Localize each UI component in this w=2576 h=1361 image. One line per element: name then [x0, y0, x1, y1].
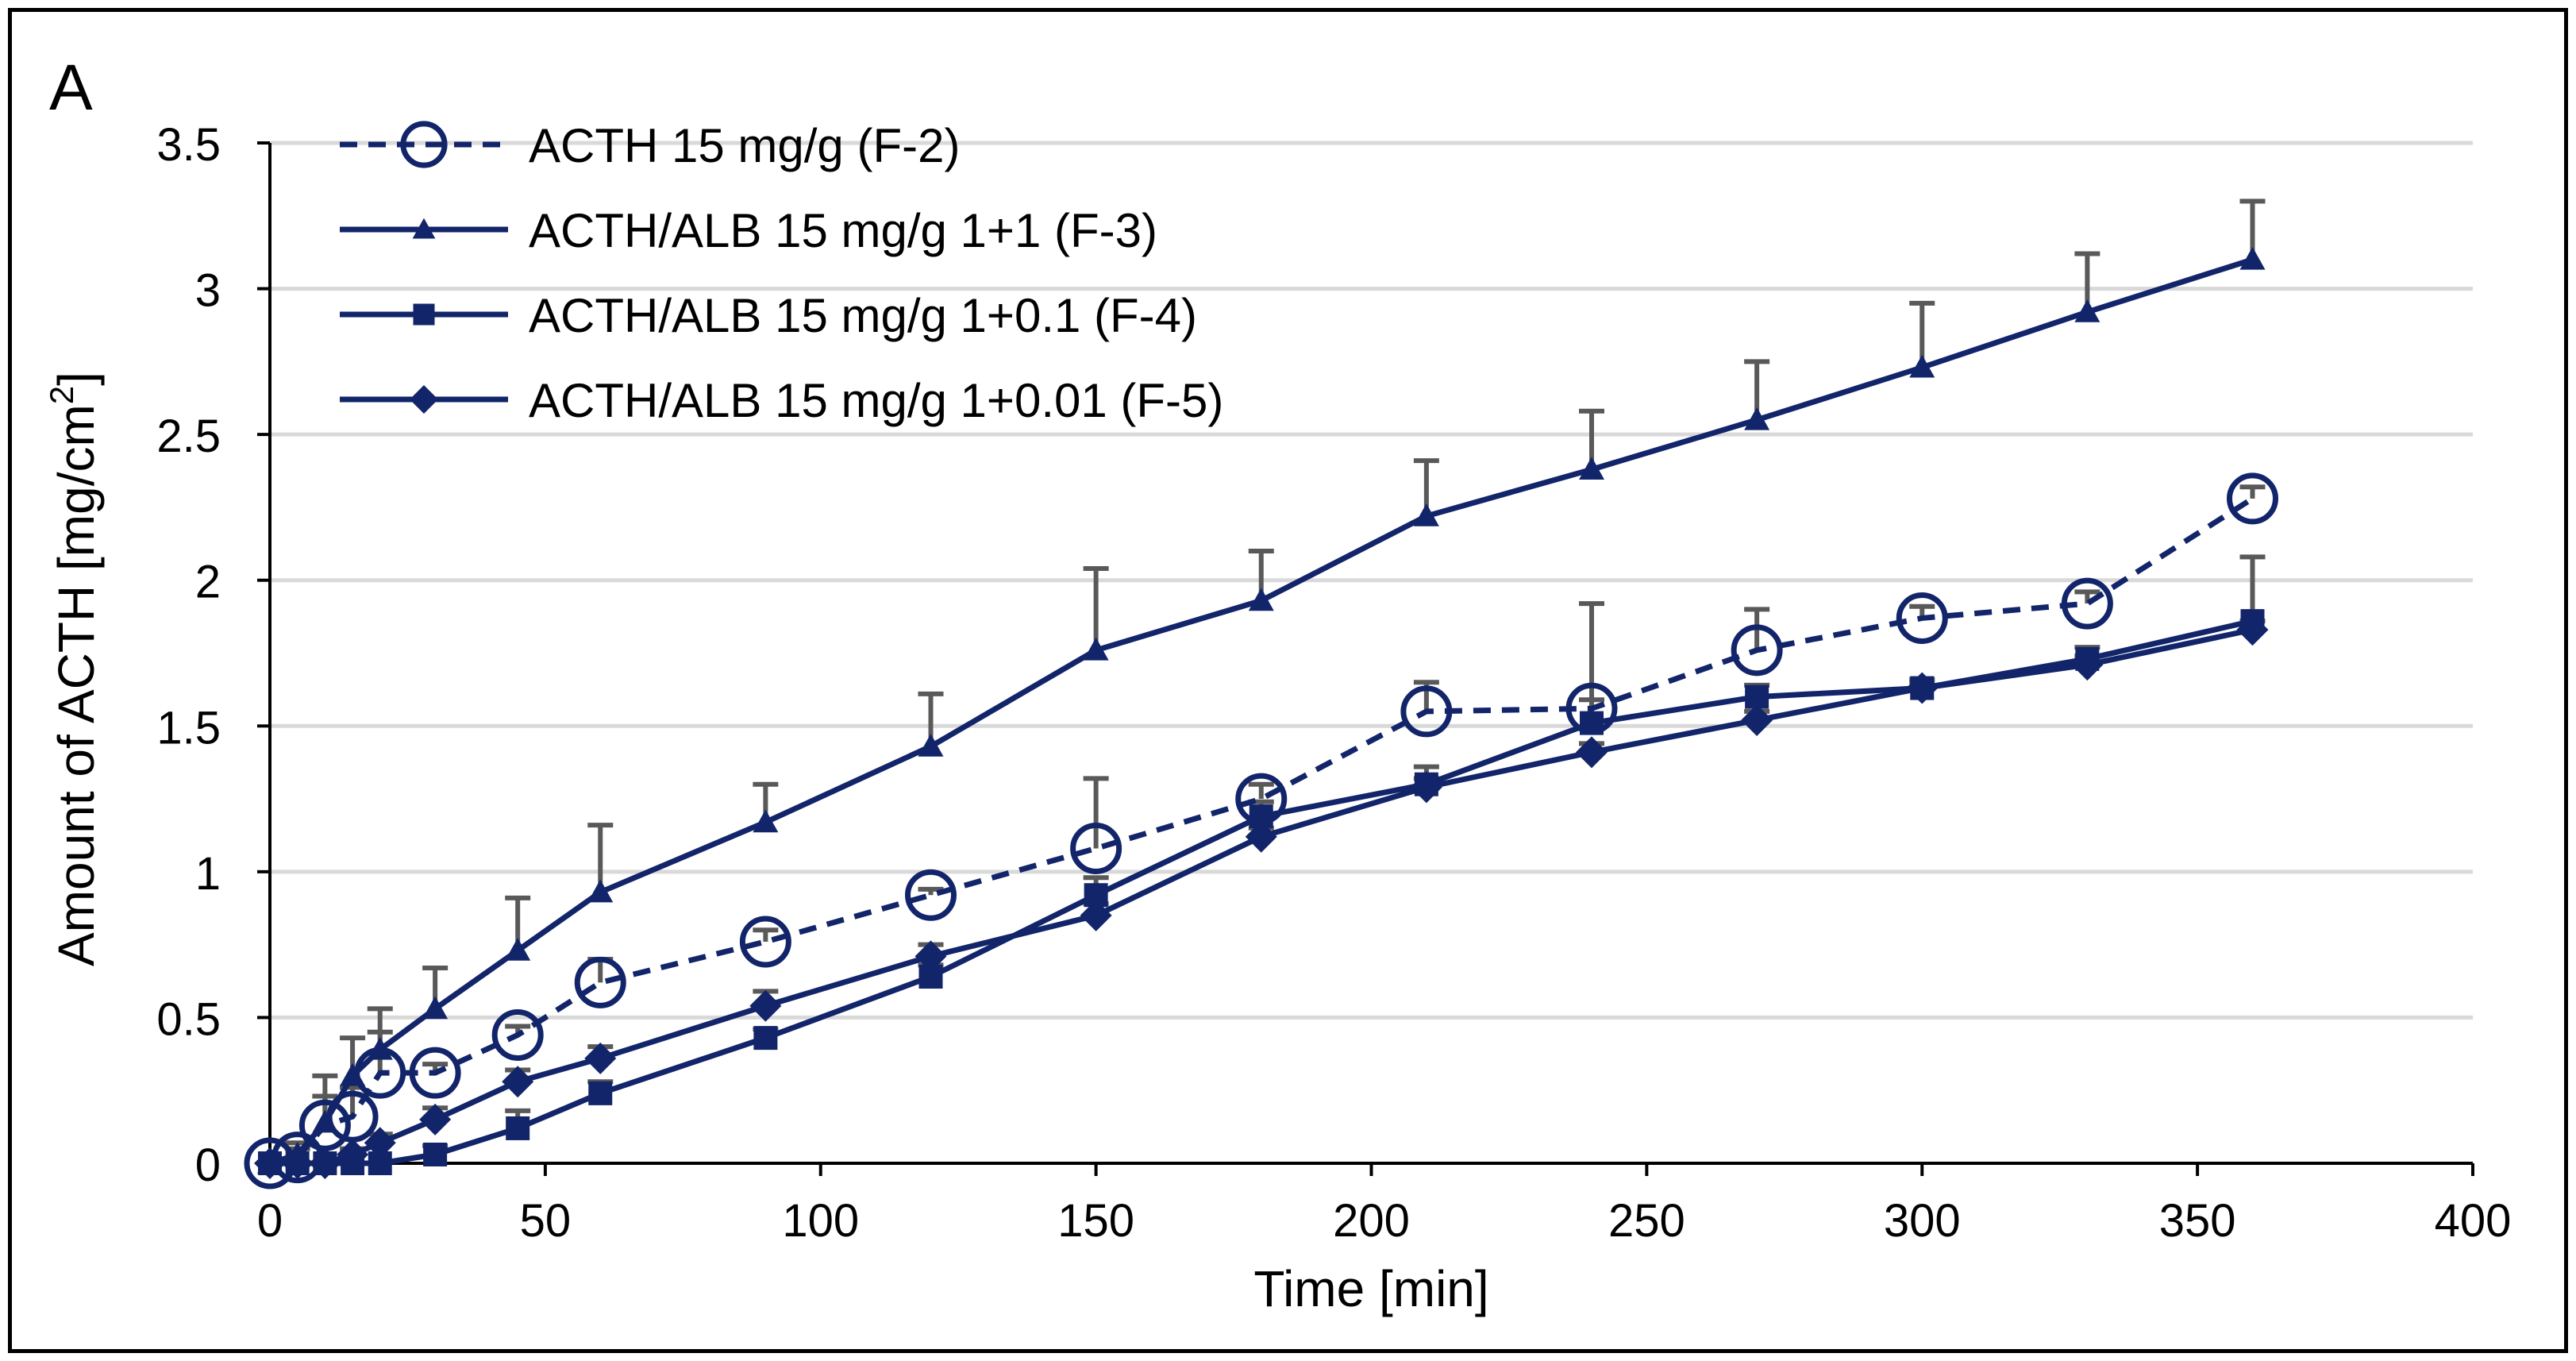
series-line-3: [270, 627, 2254, 1166]
legend-marker-3: [410, 385, 438, 414]
point-s1-13: [1579, 457, 1604, 480]
y-tick-label-4: 2: [195, 557, 221, 608]
point-s0-6: [491, 1008, 544, 1061]
x-tick-label-7: 350: [2159, 1195, 2236, 1247]
x-tick-labels: 0 50 100 150 200 250 300 350 400: [257, 1195, 2512, 1247]
point-s1-6: [505, 937, 531, 961]
x-tick-label-5: 250: [1608, 1195, 1685, 1247]
point-s0-15: [1896, 592, 1948, 644]
y-axis-label: Amount of ACTH [mg/cm2]: [43, 372, 105, 966]
y-axis-label-superscript: 2: [43, 386, 80, 404]
point-s3-3: [337, 1138, 369, 1170]
y-tick-label-2: 1: [195, 848, 221, 900]
x-tick-label-3: 150: [1057, 1195, 1134, 1247]
point-s1-7: [587, 879, 614, 903]
legend-label-2: ACTH/ALB 15 mg/g 1+0.1 (F-4): [529, 289, 1197, 342]
y-axis-label-main: Amount of ACTH [mg/cm: [48, 404, 105, 966]
point-s2-8: [753, 1026, 778, 1051]
point-s1-4: [367, 1036, 393, 1060]
point-s0-16: [2061, 577, 2113, 630]
legend-label-1: ACTH/ALB 15 mg/g 1+1 (F-3): [529, 204, 1157, 257]
point-s3-13: [1576, 736, 1608, 769]
x-tick-label-0: 0: [257, 1195, 283, 1247]
series-line-2: [270, 618, 2254, 1166]
gridlines: [270, 141, 2473, 1020]
panel-label: A: [49, 52, 93, 124]
legend-marker-0: [400, 121, 448, 168]
point-s0-10: [1070, 822, 1122, 874]
point-s0-14: [1731, 624, 1783, 677]
point-s1-8: [753, 809, 779, 833]
point-s3-7: [584, 1042, 617, 1074]
point-s3-17: [2236, 614, 2269, 646]
x-tick-label-2: 100: [782, 1195, 859, 1247]
point-s1-17: [2239, 246, 2266, 270]
y-tick-label-7: 3.5: [156, 119, 221, 171]
point-s0-17: [2227, 472, 2278, 525]
x-tick-label-6: 300: [1884, 1195, 1961, 1247]
point-s2-13: [1580, 711, 1604, 735]
point-s0-12: [1400, 685, 1453, 738]
point-s1-12: [1413, 503, 1439, 526]
point-s3-1: [281, 1147, 314, 1179]
y-tick-labels: 0 0.5 1 1.5 2 2.5 3 3.5: [156, 119, 221, 1191]
point-s1-2: [312, 1109, 338, 1133]
point-s0-7: [574, 956, 626, 1008]
x-tick-label-4: 200: [1333, 1195, 1410, 1247]
point-s1-9: [918, 733, 944, 757]
point-s0-8: [739, 916, 791, 968]
point-s1-14: [1744, 407, 1770, 430]
point-s2-5: [423, 1142, 448, 1166]
y-tick-label-6: 3: [195, 265, 221, 317]
y-tick-label-0: 0: [195, 1139, 221, 1191]
point-s1-10: [1083, 637, 1109, 661]
point-s1-16: [2074, 299, 2100, 322]
y-tick-label-5: 2.5: [156, 411, 221, 462]
point-s1-5: [422, 996, 449, 1020]
point-s3-0: [254, 1147, 286, 1179]
point-s3-15: [1906, 672, 1939, 704]
x-axis-label: Time [min]: [1253, 1260, 1488, 1317]
point-s0-5: [409, 1047, 461, 1099]
point-s2-7: [588, 1081, 613, 1105]
point-s3-12: [1410, 771, 1442, 804]
point-s3-4: [364, 1127, 396, 1159]
point-s0-9: [905, 869, 957, 921]
point-s2-6: [506, 1116, 530, 1140]
x-tick-label-8: 400: [2435, 1195, 2512, 1247]
point-s3-5: [419, 1103, 452, 1135]
point-s3-6: [502, 1066, 534, 1098]
legend: ACTH 15 mg/g (F-2) ACTH/ALB 15 mg/g 1+1 (…: [340, 119, 1223, 427]
series-markers: [244, 246, 2278, 1189]
point-s1-15: [1909, 354, 1935, 378]
y-axis-label-tail: ]: [48, 372, 105, 386]
point-s3-14: [1741, 704, 1773, 736]
point-s1-3: [340, 1062, 366, 1086]
point-s3-2: [309, 1147, 341, 1179]
legend-label-0: ACTH 15 mg/g (F-2): [529, 119, 960, 172]
y-tick-label-1: 0.5: [156, 993, 221, 1045]
x-tick-label-1: 50: [520, 1195, 572, 1247]
point-s3-9: [914, 940, 947, 973]
point-s1-11: [1248, 588, 1274, 611]
y-tick-label-3: 1.5: [156, 702, 221, 754]
point-s3-10: [1080, 899, 1112, 931]
figure-frame: [8, 8, 2568, 1353]
point-s3-16: [2071, 649, 2104, 681]
legend-marker-1: [412, 218, 436, 239]
legend-label-3: ACTH/ALB 15 mg/g 1+0.01 (F-5): [529, 374, 1223, 427]
legend-marker-2: [413, 303, 435, 326]
point-s3-8: [749, 989, 782, 1022]
point-s3-11: [1245, 820, 1277, 853]
